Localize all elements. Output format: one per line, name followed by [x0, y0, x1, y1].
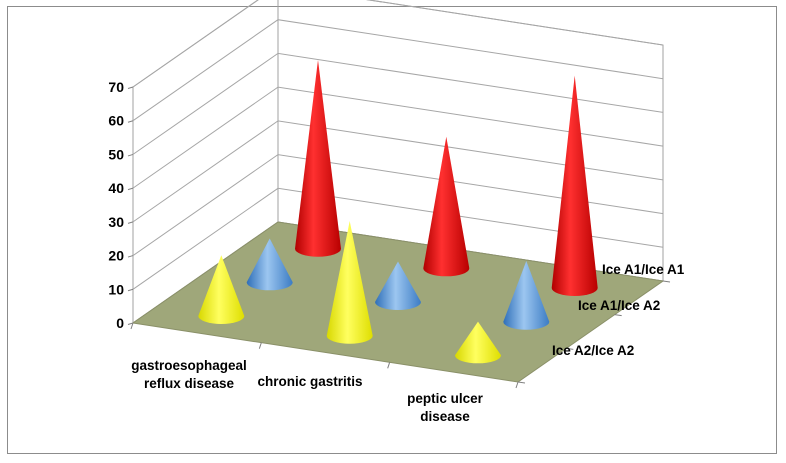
category-label: gastroesophageal reflux disease: [131, 358, 247, 391]
cone: [198, 255, 245, 324]
cone: [503, 261, 550, 330]
y-tick: [127, 221, 134, 224]
x-tick: [387, 362, 391, 369]
gridline: [132, 187, 664, 290]
depth-tick: [662, 280, 671, 283]
y-tick-label: 20: [108, 248, 124, 264]
chart-labels: 0 10 20 30 40 50 60 70 gastroesophageal reflux di…: [108, 79, 684, 424]
depth-tick: [614, 314, 622, 317]
category-label: chronic gastritis: [257, 374, 362, 389]
y-tick: [127, 322, 134, 325]
cone-body: [198, 255, 245, 324]
chart-frame: [7, 6, 777, 454]
cone-body: [455, 321, 501, 364]
cone: [295, 59, 341, 257]
cone: [423, 136, 470, 277]
category-label: peptic ulcer disease: [407, 391, 484, 424]
gridline: [132, 86, 664, 189]
y-tick-label: 60: [108, 113, 124, 129]
cone: [326, 221, 373, 344]
cone: [455, 321, 501, 364]
y-tick-label: 0: [116, 315, 124, 331]
y-tick-label: 50: [108, 146, 124, 162]
gridline: [132, 154, 664, 257]
y-tick: [127, 120, 134, 123]
cone-body: [246, 238, 293, 291]
cone-body: [375, 261, 421, 310]
gridline: [132, 0, 664, 88]
x-tick: [130, 322, 134, 330]
gridline: [132, 19, 664, 122]
depth-tick: [517, 381, 526, 384]
cone-body: [551, 75, 598, 296]
cone: [246, 238, 293, 291]
cone-body: [295, 59, 341, 257]
y-tick-label: 70: [108, 79, 124, 95]
cone-body: [503, 261, 550, 330]
y-tick-label: 30: [108, 214, 124, 230]
cone: [375, 261, 421, 310]
y-tick-label: 10: [108, 281, 124, 297]
gridline: [132, 120, 664, 223]
y-tick: [127, 187, 134, 191]
y-tick: [127, 153, 134, 157]
depth-tick: [566, 347, 574, 350]
x-tick: [258, 342, 262, 349]
y-tick: [127, 288, 134, 292]
cone-body: [326, 221, 373, 344]
depth-label: Ice A1/Ice A2: [578, 298, 660, 313]
cone-body: [423, 136, 470, 277]
depth-label: Ice A1/Ice A1: [602, 262, 685, 277]
cone: [551, 75, 598, 296]
depth-label: Ice A2/Ice A2: [552, 343, 634, 358]
y-tick: [127, 255, 134, 258]
gridline: [132, 52, 664, 155]
y-tick: [127, 86, 134, 89]
y-tick-label: 40: [108, 180, 124, 196]
chart-cones: [198, 59, 598, 364]
x-tick: [515, 381, 519, 389]
